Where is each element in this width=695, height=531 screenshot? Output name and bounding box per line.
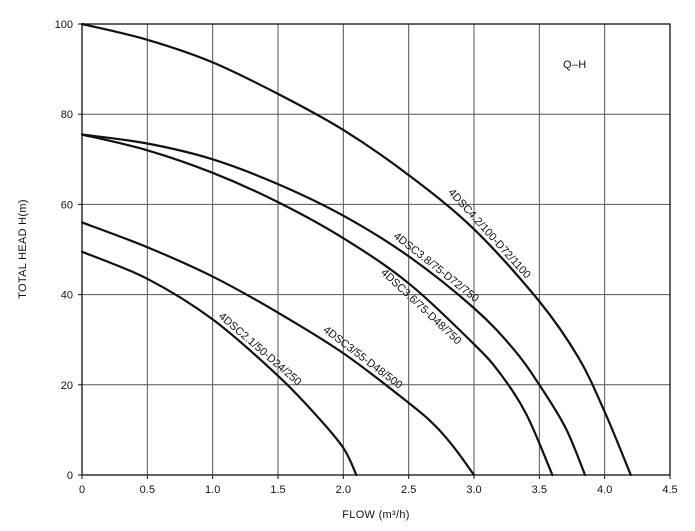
y-tick-label: 100 xyxy=(55,19,73,31)
x-tick-label: 2.0 xyxy=(336,484,351,496)
curve-label-1: 4DSC4.2/100-D72/1100 xyxy=(446,187,533,281)
curve-series-4 xyxy=(80,221,476,477)
y-tick-labels: 0 20 40 60 80 100 xyxy=(55,19,82,482)
x-tick-labels: 0 0.5 1.0 1.5 2.0 2.5 3.0 3.5 4.0 4.5 xyxy=(79,475,678,496)
grid xyxy=(82,24,670,475)
y-tick-label: 60 xyxy=(61,199,73,211)
x-tick-label: 4.5 xyxy=(662,484,677,496)
chart-title: Q–H xyxy=(563,59,587,71)
y-tick-label: 20 xyxy=(61,380,73,392)
curve-label-5: 4DSC2.1/50-D24/250 xyxy=(216,310,303,388)
curve-series-3 xyxy=(80,133,554,477)
x-tick-label: 1.5 xyxy=(270,484,285,496)
x-tick-label: 4.0 xyxy=(597,484,612,496)
curve-series-2 xyxy=(80,133,587,477)
x-tick-label: 2.5 xyxy=(401,484,416,496)
y-tick-label: 80 xyxy=(61,109,73,121)
x-tick-label: 0 xyxy=(79,484,85,496)
y-tick-label: 0 xyxy=(67,470,73,482)
x-tick-label: 1.0 xyxy=(205,484,220,496)
curve-label-4: 4DSC3/55-D48/500 xyxy=(321,324,405,392)
curve-series-1 xyxy=(80,22,632,477)
y-axis-title: TOTAL HEAD H(m) xyxy=(17,199,29,299)
x-tick-label: 3.0 xyxy=(466,484,481,496)
curve-labels: 4DSC4.2/100-D72/11004DSC3.8/75-D72/7504D… xyxy=(216,187,533,392)
y-tick-label: 40 xyxy=(61,290,73,302)
x-tick-label: 3.5 xyxy=(532,484,547,496)
x-axis-title: FLOW (m³/h) xyxy=(342,509,409,521)
curves xyxy=(80,22,632,477)
x-tick-label: 0.5 xyxy=(140,484,155,496)
plot-frame xyxy=(81,23,671,476)
curve-series-5 xyxy=(80,250,358,477)
